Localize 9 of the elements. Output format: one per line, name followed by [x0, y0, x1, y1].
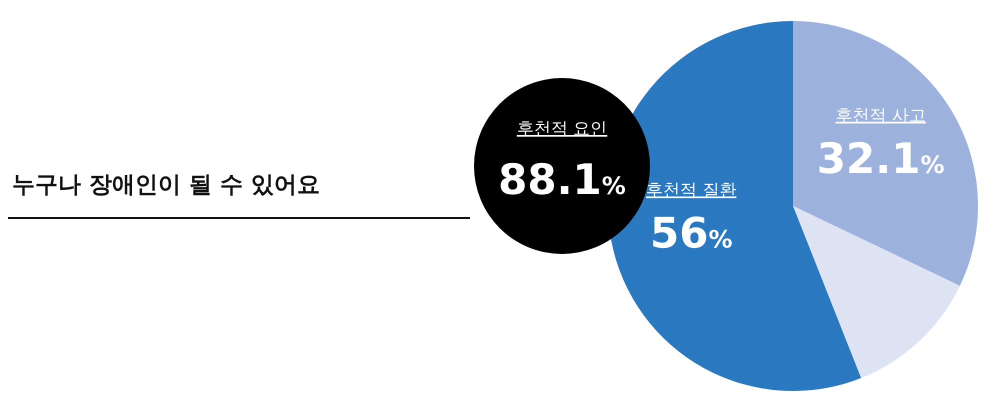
pie-slice — [793, 21, 978, 286]
slice-label: 후천적 질환 — [646, 180, 736, 200]
data-label: 32.1% — [816, 134, 944, 183]
text: 후천적 요인 — [516, 119, 608, 139]
text: 누구나 장애인이 될 수 있어요 — [12, 172, 320, 198]
pie-slice — [793, 206, 960, 378]
slice-label: 후천적 사고 — [835, 106, 926, 126]
data-label: 56% — [650, 208, 732, 258]
text: 88.1% — [498, 155, 626, 204]
